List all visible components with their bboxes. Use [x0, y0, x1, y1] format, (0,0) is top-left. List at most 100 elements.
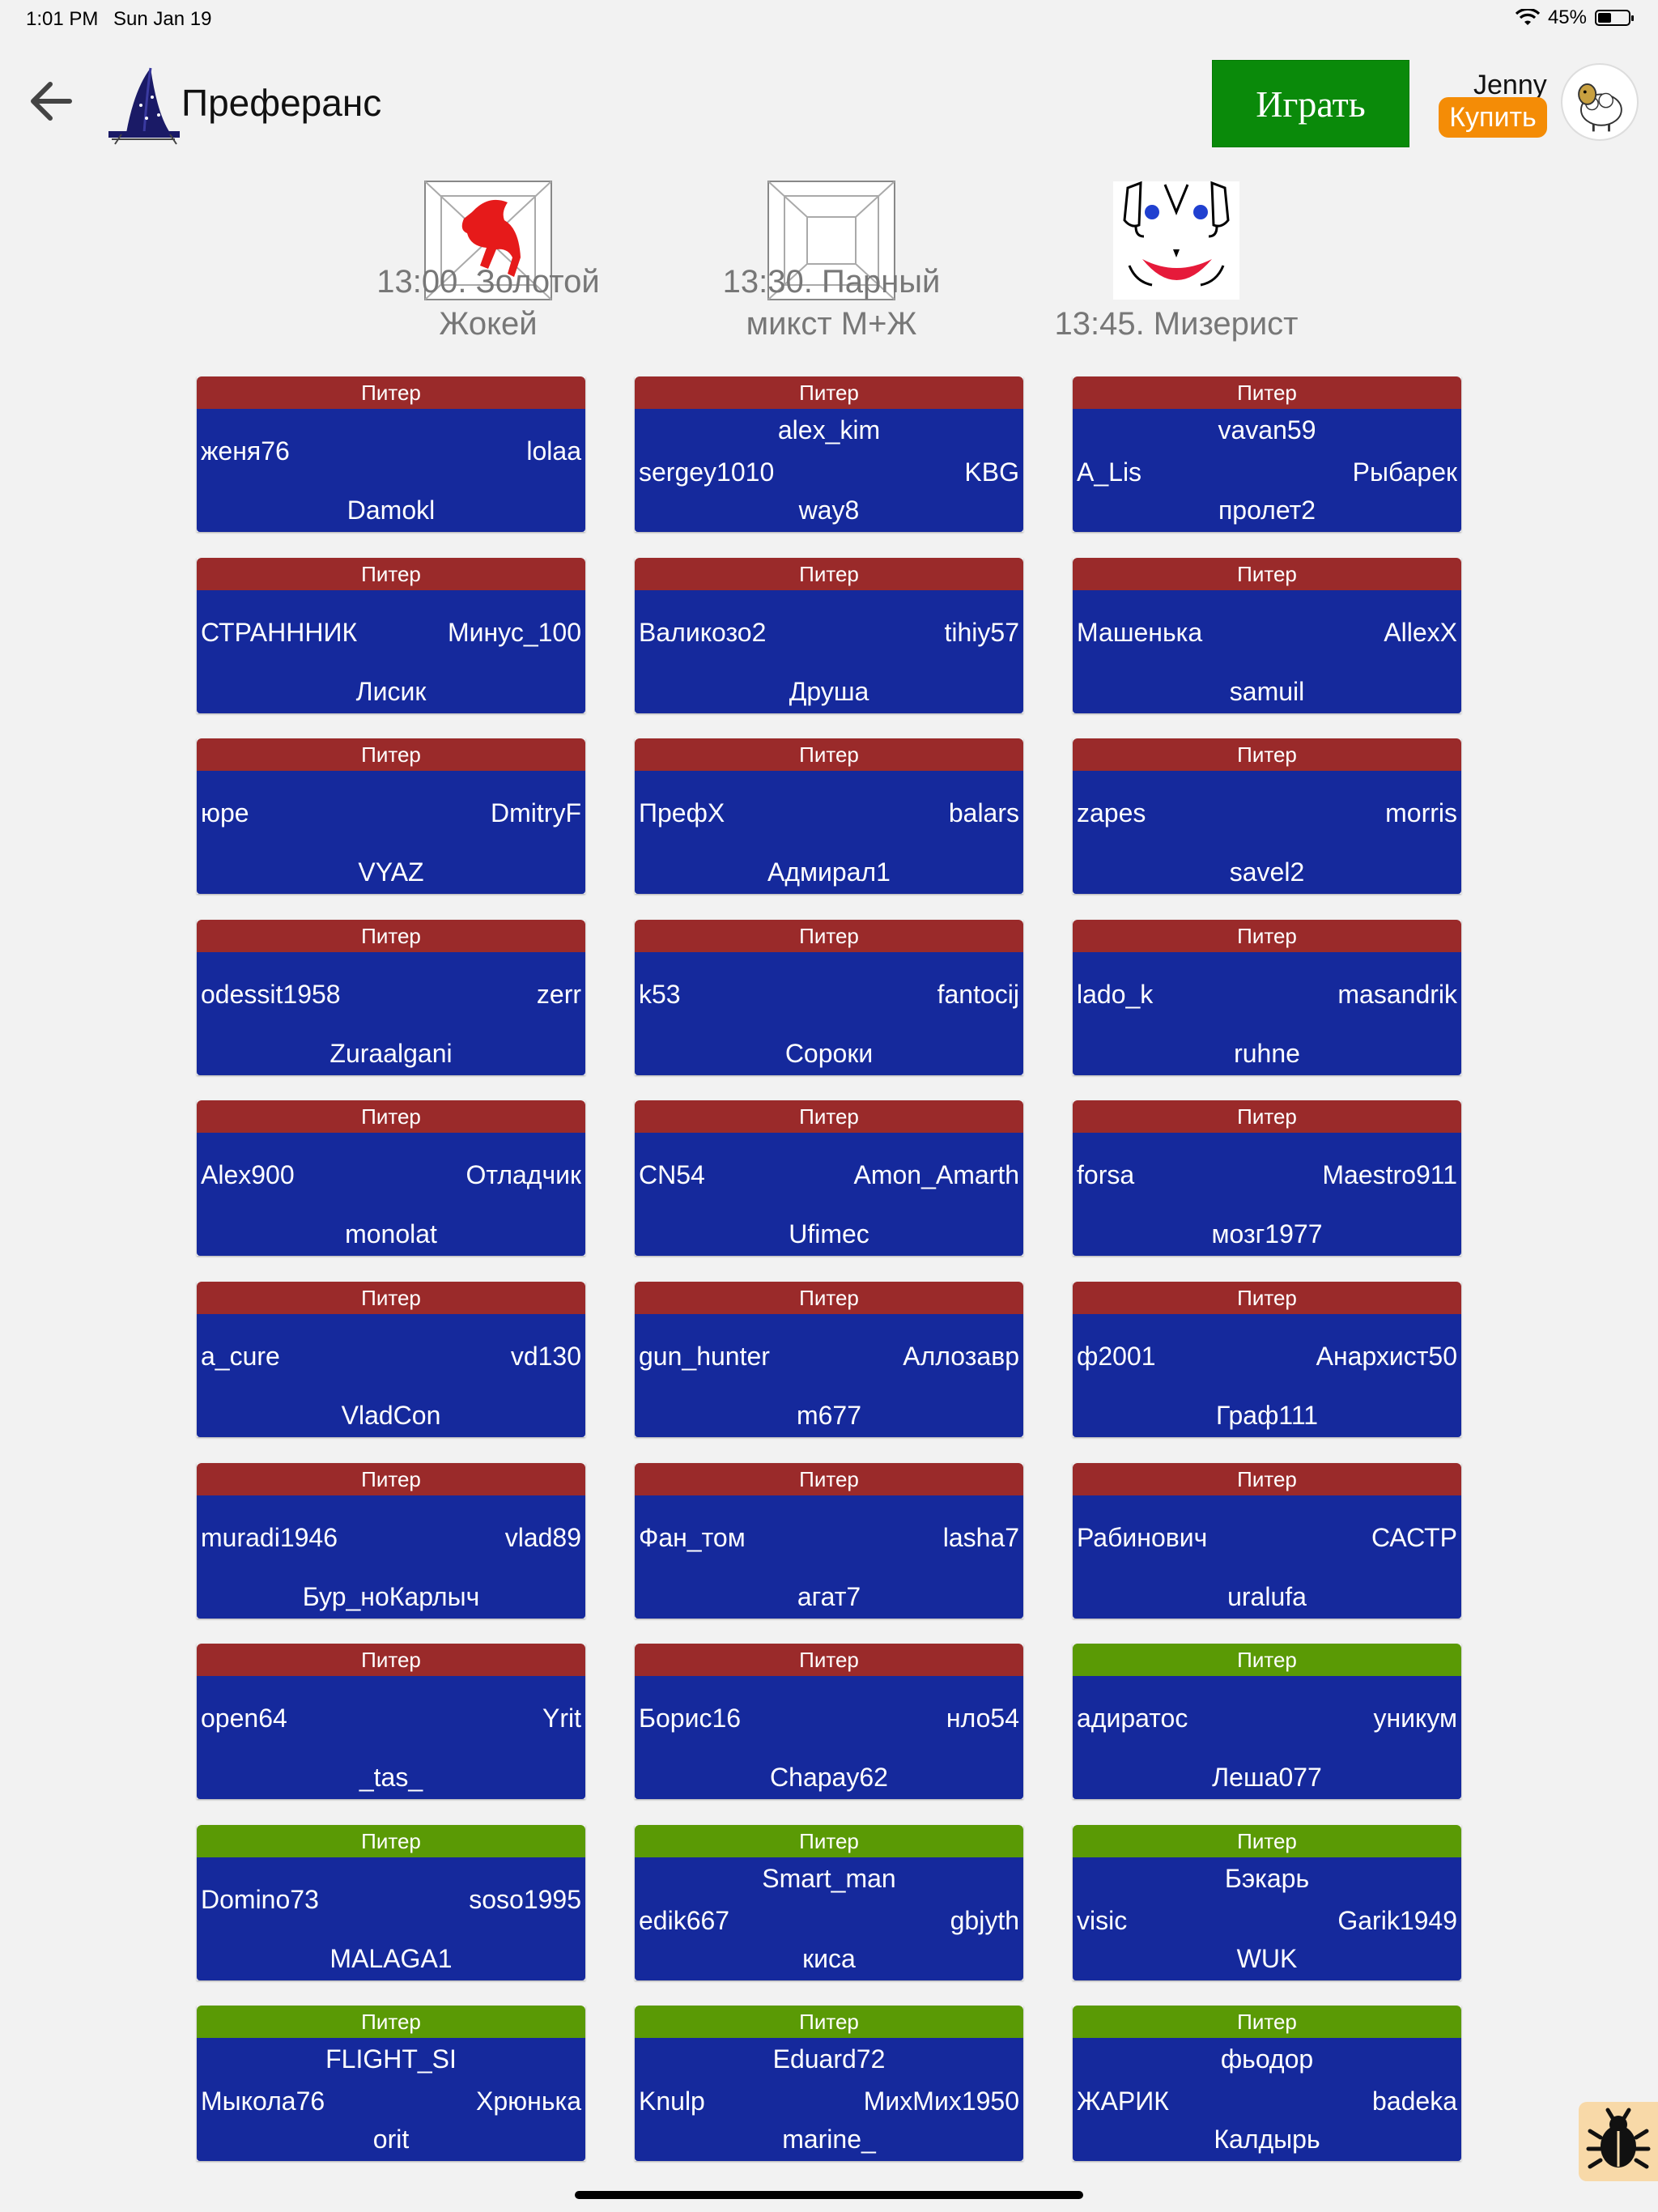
player-right: KBG	[964, 457, 1019, 487]
tournament-label: 13:45. Мизерист	[1054, 306, 1299, 342]
table-region-header: Питер	[1073, 1644, 1461, 1676]
tournament-golden-jockey[interactable]: 13:00. Золотой Жокей	[355, 180, 622, 350]
player-bottom: m677	[796, 1401, 862, 1430]
table-body: open64 Yrit _tas_	[197, 1676, 585, 1799]
player-bottom: VladCon	[341, 1401, 441, 1430]
player-top: alex_kim	[777, 415, 881, 445]
player-bottom: VYAZ	[358, 857, 424, 887]
game-table[interactable]: Питер k53 fantocij Сороки	[635, 920, 1023, 1075]
player-bottom: Лисик	[355, 677, 427, 706]
game-table[interactable]: Питер CN54 Amon_Amarth Ufimec	[635, 1100, 1023, 1256]
player-right: Анархист50	[1316, 1342, 1457, 1371]
table-body: forsa Maestro911 мозг1977	[1073, 1133, 1461, 1256]
table-body: фьодор ЖАРИК badeka Калдырь	[1073, 2038, 1461, 2161]
table-region-header: Питер	[197, 1644, 585, 1676]
game-table[interactable]: Питер женя76 lolaa Damokl	[197, 376, 585, 532]
game-table[interactable]: Питер СТРАНННИК Минус_100 Лисик	[197, 558, 585, 713]
player-bottom: Damokl	[346, 496, 436, 525]
game-table[interactable]: Питер Машенька AllexX samuil	[1073, 558, 1461, 713]
game-table[interactable]: Питер muradi1946 vlad89 Бур_ноКарлыч	[197, 1463, 585, 1619]
game-table[interactable]: Питер zapes morris savel2	[1073, 738, 1461, 894]
game-table[interactable]: Питер Eduard72 Knulp МихМих1950 marine_	[635, 2006, 1023, 2161]
table-body: Бэкарь visic Garik1949 WUK	[1073, 1857, 1461, 1980]
game-table[interactable]: Питер Бэкарь visic Garik1949 WUK	[1073, 1825, 1461, 1980]
game-table[interactable]: Питер alex_kim sergey1010 KBG way8	[635, 376, 1023, 532]
table-body: a_cure vd130 VladCon	[197, 1314, 585, 1437]
table-body: alex_kim sergey1010 KBG way8	[635, 409, 1023, 532]
table-body: СТРАНННИК Минус_100 Лисик	[197, 590, 585, 713]
table-body: ПрефХ balars Адмирал1	[635, 771, 1023, 894]
player-bottom: Ufimec	[789, 1219, 869, 1249]
game-table[interactable]: Питер юре DmitryF VYAZ	[197, 738, 585, 894]
game-table[interactable]: Питер Валикозо2 tihiy57 Друша	[635, 558, 1023, 713]
player-left: Alex900	[201, 1160, 295, 1189]
game-table[interactable]: Питер FLIGHT_SI Мыкола76 Хрюнька orit	[197, 2006, 585, 2161]
player-left: A_Lis	[1077, 457, 1142, 487]
table-region-header: Питер	[197, 1463, 585, 1495]
player-bottom: Адмирал1	[767, 857, 891, 887]
game-table[interactable]: Питер ПрефХ balars Адмирал1	[635, 738, 1023, 894]
player-left: zapes	[1077, 798, 1146, 827]
status-right: 45%	[1515, 6, 1634, 29]
player-right: Минус_100	[447, 618, 581, 647]
table-body: k53 fantocij Сороки	[635, 952, 1023, 1075]
game-table[interactable]: Питер a_cure vd130 VladCon	[197, 1282, 585, 1437]
table-region-header: Питер	[197, 2006, 585, 2038]
player-left: Машенька	[1077, 618, 1203, 647]
table-region-header: Питер	[197, 558, 585, 590]
player-bottom: мозг1977	[1211, 1219, 1323, 1249]
game-table[interactable]: Питер Smart_man edik667 gbjyth киса	[635, 1825, 1023, 1980]
table-region-header: Питер	[1073, 738, 1461, 771]
game-table[interactable]: Питер адиратос уникум Леша077	[1073, 1644, 1461, 1799]
table-region-header: Питер	[197, 376, 585, 409]
game-table[interactable]: Питер forsa Maestro911 мозг1977	[1073, 1100, 1461, 1256]
player-left: Борис16	[639, 1704, 742, 1733]
table-body: gun_hunter Аллозавр m677	[635, 1314, 1023, 1437]
page-title: Преферанс	[181, 82, 382, 124]
game-table[interactable]: Питер ф2001 Анархист50 Граф111	[1073, 1282, 1461, 1437]
play-button[interactable]: Играть	[1212, 60, 1409, 147]
player-left: visic	[1077, 1906, 1128, 1935]
tournament-pair-mixed[interactable]: 13:30. Парный микст М+Ж	[698, 180, 965, 350]
sheep-icon	[1578, 83, 1622, 132]
player-top: vavan59	[1218, 415, 1316, 445]
buy-button[interactable]: Купить	[1439, 97, 1547, 138]
game-table[interactable]: Питер Domino73 soso1995 MALAGA1	[197, 1825, 585, 1980]
player-bottom: monolat	[345, 1219, 437, 1249]
player-right: AllexX	[1384, 618, 1457, 647]
table-body: odessit1958 zerr Zuraalgani	[197, 952, 585, 1075]
table-region-header: Питер	[635, 920, 1023, 952]
game-table[interactable]: Питер lado_k masandrik ruhne	[1073, 920, 1461, 1075]
bug-report-button[interactable]	[1579, 2102, 1658, 2181]
table-region-header: Питер	[1073, 920, 1461, 952]
table-body: lado_k masandrik ruhne	[1073, 952, 1461, 1075]
player-bottom: savel2	[1229, 857, 1305, 887]
game-table[interactable]: Питер gun_hunter Аллозавр m677	[635, 1282, 1023, 1437]
player-right: Отладчик	[466, 1160, 581, 1189]
table-region-header: Питер	[197, 1282, 585, 1314]
table-body: Валикозо2 tihiy57 Друша	[635, 590, 1023, 713]
player-bottom: Бур_ноКарлыч	[302, 1582, 480, 1611]
player-bottom: MALAGA1	[329, 1944, 453, 1973]
game-table[interactable]: Питер open64 Yrit _tas_	[197, 1644, 585, 1799]
avatar[interactable]	[1561, 63, 1639, 141]
player-left: lado_k	[1077, 980, 1154, 1009]
game-table[interactable]: Питер vavan59 A_Lis Рыбарек пролет2	[1073, 376, 1461, 532]
table-body: vavan59 A_Lis Рыбарек пролет2	[1073, 409, 1461, 532]
game-table[interactable]: Питер Рабинович САСТР uralufa	[1073, 1463, 1461, 1619]
back-arrow-icon[interactable]	[24, 73, 81, 130]
game-table[interactable]: Питер Борис16 нло54 Chapay62	[635, 1644, 1023, 1799]
player-bottom: Граф111	[1215, 1401, 1319, 1430]
game-table[interactable]: Питер фьодор ЖАРИК badeka Калдырь	[1073, 2006, 1461, 2161]
player-right: нло54	[946, 1704, 1019, 1733]
player-top: фьодор	[1220, 2044, 1314, 2074]
player-top: Бэкарь	[1224, 1864, 1310, 1893]
game-table[interactable]: Питер odessit1958 zerr Zuraalgani	[197, 920, 585, 1075]
home-indicator	[575, 2191, 1083, 2199]
game-table[interactable]: Питер Alex900 Отладчик monolat	[197, 1100, 585, 1256]
player-right: gbjyth	[950, 1906, 1019, 1935]
tournament-miserist[interactable]: 13:45. Мизерист	[1043, 180, 1310, 350]
game-table[interactable]: Питер Фан_том lasha7 агат7	[635, 1463, 1023, 1619]
table-body: юре DmitryF VYAZ	[197, 771, 585, 894]
player-left: СТРАНННИК	[201, 618, 358, 647]
